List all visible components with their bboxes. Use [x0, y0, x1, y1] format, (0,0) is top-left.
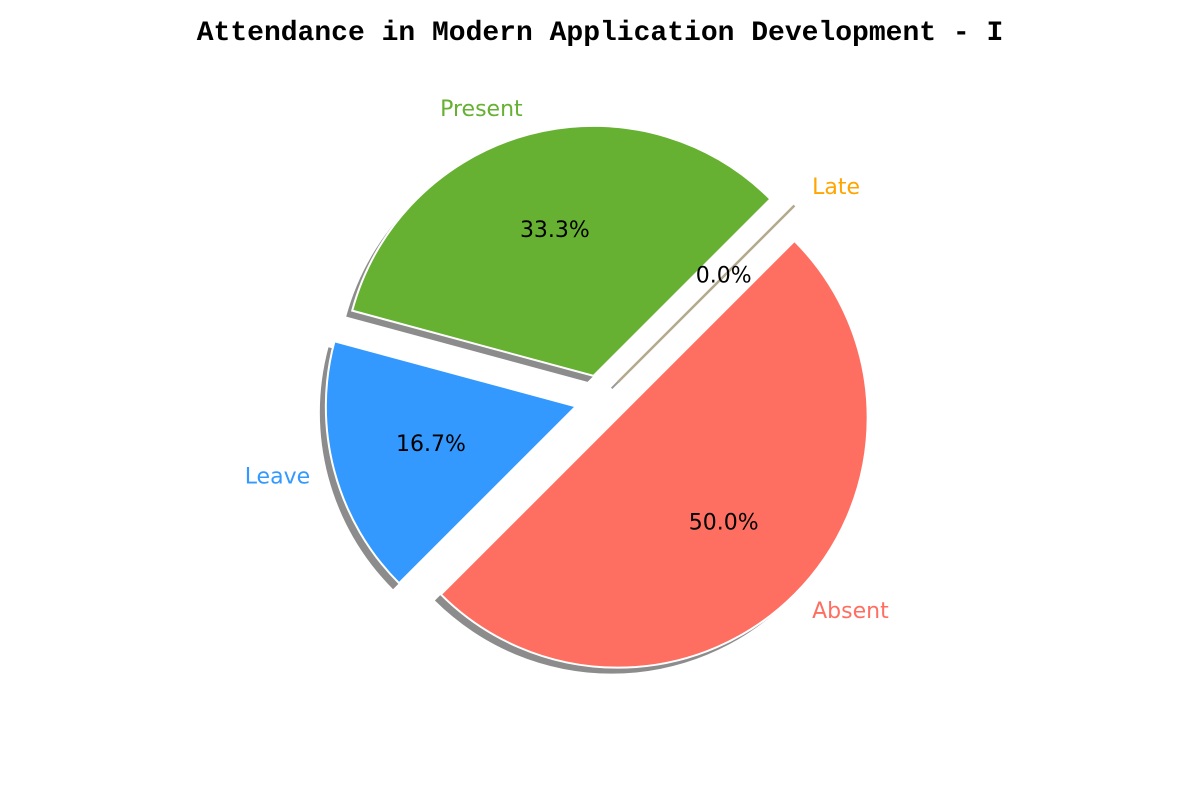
- slice-pct-leave: 16.7%: [396, 432, 466, 457]
- slice-layer: [324, 124, 869, 669]
- slice-label-leave: Leave: [245, 464, 310, 489]
- slice-pct-absent: 50.0%: [689, 511, 759, 536]
- slice-label-absent: Absent: [812, 599, 889, 624]
- slice-pct-late: 0.0%: [696, 263, 752, 288]
- slice-leave: [324, 340, 578, 585]
- slice-absent: [439, 239, 869, 669]
- slice-late: [616, 204, 796, 384]
- slice-label-present: Present: [440, 97, 523, 122]
- slice-pct-present: 33.3%: [520, 218, 590, 243]
- chart-title: Attendance in Modern Application Develop…: [196, 18, 1004, 49]
- slice-label-late: Late: [812, 175, 860, 200]
- label-layer: Present 33.3% Leave 16.7% Absent 50.0% Late 0.0…: [245, 97, 889, 624]
- slice-present: [350, 124, 772, 377]
